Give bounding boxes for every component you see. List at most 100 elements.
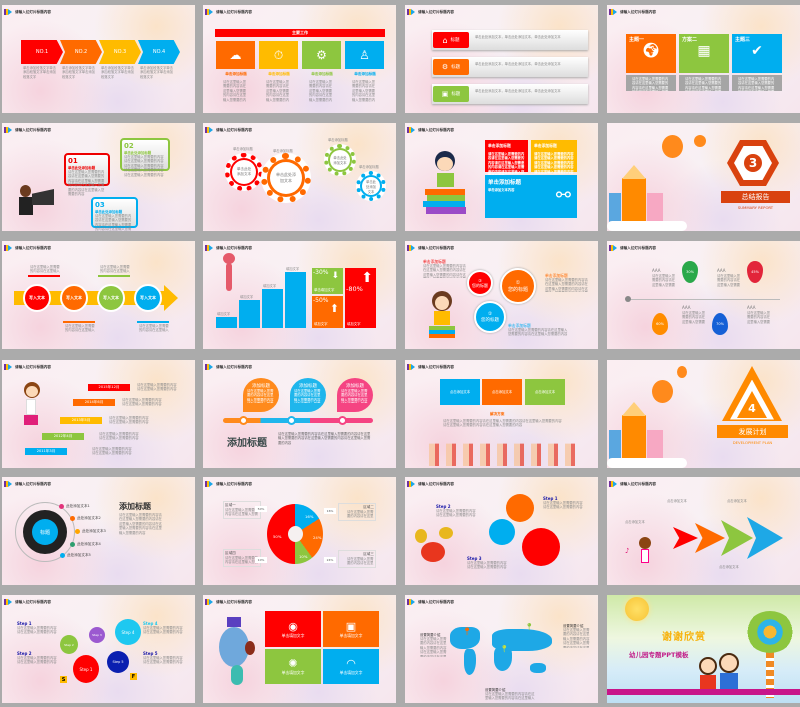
crab-illustration <box>415 527 455 572</box>
gear-green: 单击此处添加文本 <box>324 144 356 176</box>
pencil-houses-illustration <box>607 163 687 231</box>
card-text: 请在这里输入您需要的内容请在这里输入您需要的内容请在这里输入您需要的内容请在这里… <box>223 80 247 102</box>
slide-thumbnail-23[interactable]: 请输入幻灯片标题内容 📍︎ 📍︎ 📍︎ 设置简要介绍 请在这里输入您需要的内容请在… <box>405 595 598 703</box>
slice-label: 50% <box>273 534 282 539</box>
list-item: 此处添加文本1 <box>59 504 90 509</box>
header-arrow-icon <box>411 481 415 487</box>
circle-2: ② 您的标题 <box>474 301 506 333</box>
bar-1 <box>216 317 237 328</box>
slide-thumbnail-16[interactable]: 4 发展计划 DEVELOPMENT PLAN <box>607 360 800 468</box>
slide-thumbnail-17[interactable]: 请输入幻灯片标题内容 标题 此处添加文本1 此处添加文本2 此处添加文本3 此处… <box>2 477 195 585</box>
slide-header: 请输入幻灯片标题内容 <box>4 9 51 15</box>
box-orange: 点击添加文本 <box>482 379 522 405</box>
finish-marker: F <box>130 673 137 680</box>
header-arrow-icon <box>613 9 617 15</box>
step-circle-5: Step 5 <box>107 651 129 673</box>
header-arrow-icon <box>411 127 415 133</box>
tile-theme-1: 主题一 🌍︎ <box>626 34 676 73</box>
slide-thumbnail-7[interactable]: 请输入幻灯片标题内容 单击添加标题 请在这里输入您需要的内容请在这里输入您需要的内… <box>405 123 598 231</box>
slide-thumbnail-15[interactable]: 请输入幻灯片标题内容 点击添加文本 点击添加文本 点击添加文本 解决方案 请在这… <box>405 360 598 468</box>
slide-thumbnail-2[interactable]: 请输入幻灯片标题内容 主要工作 ☁ ⏱ ⚙ ♙ 单击添加标题 单击添加标题 单击… <box>203 5 396 113</box>
step-circle-1: Step 1 <box>73 655 99 683</box>
slide-thumbnail-21[interactable]: 请输入幻灯片标题内容 Step 1 Step 2 Step 3 Step 4 S… <box>2 595 195 703</box>
step-circle-2: Step 2 <box>60 635 78 654</box>
donut-hole <box>288 526 303 542</box>
slide-thumbnail-10[interactable]: 请输入幻灯片标题内容 填加文字 填加文字 填加文字 填加文字 -30% ⬇ 单击填加… <box>203 241 396 349</box>
row-label: ⚙ 标题 <box>433 59 469 75</box>
slide-thumbnail-22[interactable]: 请输入幻灯片标题内容 ◉ 单击填加文字 ▣ 单击填加文字 ✺ 单击填加文字 ◠ 单击填加… <box>203 595 396 703</box>
header-arrow-icon <box>8 481 12 487</box>
window-gear-icon: ⚙ <box>302 41 341 69</box>
outer-ring <box>15 502 75 562</box>
label-text: 请在这里输入您需要的内容请在这里输入您需要的内容请在这里输入您需要的内容请在这里… <box>423 264 466 278</box>
header-arrow-icon <box>8 9 12 15</box>
thanks-title: 谢谢欣赏 <box>662 632 706 643</box>
list-item: 此处添加文本3 <box>75 529 106 534</box>
step-arrow-3: NO.3 <box>99 40 141 64</box>
hot-air-balloon-icon <box>677 366 687 378</box>
list-item: 此处添加文本2 <box>70 516 101 521</box>
slide-thumbnail-5[interactable]: 请输入幻灯片标题内容 01 单击此处添加标题 请在这里输入您需要的内容请在这里输入您… <box>2 123 195 231</box>
gear-orange: 单击此处添加文本 <box>261 153 311 203</box>
map-label: 设置简要介绍 <box>420 633 441 637</box>
slide-thumbnail-4[interactable]: 请输入幻灯片标题内容 主题一 🌍︎ 方案二 ▦ 主题三 ✔ 请在这里输入您需要的内容请… <box>607 5 800 113</box>
header-arrow-icon <box>411 9 415 15</box>
date-2015: 2015年12月 <box>88 384 130 391</box>
map-label: 设置简要介绍 <box>485 688 506 692</box>
slide-header-title: 请输入幻灯片标题内容 <box>216 127 252 132</box>
children-holding-hands-illustration <box>425 443 580 466</box>
arrow-text: 点击添加文本 <box>667 499 687 503</box>
slide-thumbnail-14[interactable]: 请输入幻灯片标题内容 添加标题请在这里输入您需要的内容请在这里输入您需要的内容请… <box>203 360 396 468</box>
label-text: 请在这里输入您需要的内容请在这里输入您需要的内容请在这里输入您需要的内容请在这里… <box>30 265 60 274</box>
slide-thumbnail-20[interactable]: 请输入幻灯片标题内容 点击添加文本 点击添加文本 点击添加文本 点击添加文本 ♪ <box>607 477 800 585</box>
slide-thumbnail-19[interactable]: 请输入幻灯片标题内容 Step 1 请在这里输入您需要的内容请在这里输入您需要的内… <box>405 477 598 585</box>
slide-thumbnail-1[interactable]: 请输入幻灯片标题内容 NO.1 NO.2 NO.3 NO.4 单击添加段落文字单… <box>2 5 195 113</box>
main-title: 添加标题 <box>119 502 151 511</box>
slide-thumbnail-13[interactable]: 请输入幻灯片标题内容 2015年12月 2014年6月 2013年5月 2012… <box>2 360 195 468</box>
piano-boy-illustration <box>16 183 56 221</box>
tile-orange: ▣ 单击填加文字 <box>323 611 379 647</box>
label-title: 单击添加标题 <box>545 273 568 278</box>
step-text: 请在这里输入您需要的内容请在这里输入您需要的内容请在这里输入您需要的内容请在这里… <box>17 626 57 635</box>
slide-thumbnail-12[interactable]: 请输入幻灯片标题内容 30% 45% 60% 70% AAA 请在这里输入您需要的… <box>607 241 800 349</box>
drop-card-orange: 添加标题请在这里输入您需要的内容请在这里输入您需要的内容请在这里输入您需要的内容… <box>243 378 279 412</box>
bar-label: 填加文字 <box>286 267 300 271</box>
label-aaa: AAA <box>652 268 661 273</box>
date-text: 请在这里输入您需要的内容请在这里输入您需要的内容请在这里输入您需要的内容请在这里… <box>99 432 139 441</box>
slide-thumbnail-8[interactable]: 3 总结报告 SUMMARY REPORT <box>607 123 800 231</box>
header-arrow-icon <box>8 127 12 133</box>
slide-header: 请输入幻灯片标题内容 <box>407 127 454 133</box>
pencil-houses-illustration <box>607 400 687 468</box>
slide-header: 请输入幻灯片标题内容 <box>407 481 454 487</box>
tile-caption: 请在这里输入您需要的内容请在这里输入您需要的内容请在这里输入您需要的内容请在这里… <box>679 75 729 91</box>
girl-reading-illustration <box>427 291 457 341</box>
tile-yellow: 单击添加标题 请在这里输入您需要的内容请在这里输入您需要的内容请在这里输入您需要的… <box>531 140 577 174</box>
step-text: 单击添加段落文字单击添加段落文字单击添加段落文字 <box>62 66 95 79</box>
slide-header: 请输入幻灯片标题内容 <box>4 481 51 487</box>
slide-thumbnail-24[interactable]: 谢谢欣赏 幼儿园专题PPT模板 <box>607 595 800 703</box>
card-title: 单击添加标题 <box>354 72 376 76</box>
label-aaa: AAA <box>717 268 726 273</box>
slide-thumbnail-6[interactable]: 请输入幻灯片标题内容 单击此处添加文本 单击此处添加文本 单击此处添加文本 单击… <box>203 123 396 231</box>
label-aaa: AAA <box>747 305 756 310</box>
slide-header-title: 请输入幻灯片标题内容 <box>15 127 51 132</box>
map-text: 请在这里输入您需要的内容请在这里输入您需要的内容请在这里输入您需要的内容请在这里… <box>420 637 447 657</box>
label-text: 请在这里输入您需要的内容请在这里输入您需要的内容请在这里输入您需要的内容请在这里… <box>100 265 130 274</box>
slide-thumbnail-11[interactable]: 请输入幻灯片标题内容 单击添加标题 请在这里输入您需要的内容请在这里输入您需要的… <box>405 241 598 349</box>
stat-orange: -50% ⬆ 填加文字 <box>312 296 343 328</box>
map-pin-icon: 📍︎ <box>525 623 534 631</box>
step-text: 请在这里输入您需要的内容请在这里输入您需要的内容请在这里输入您需要的内容请在这里… <box>17 656 57 665</box>
timeline-line <box>628 299 780 300</box>
area-box-3: 区域三请在这里输入您需要的内容请在这里输入您需要的内容请在这里输入您需要的内容请… <box>338 550 376 568</box>
slide-header-title: 请输入幻灯片标题内容 <box>620 9 656 14</box>
tree-illustration <box>742 603 800 698</box>
slide-header-title: 请输入幻灯片标题内容 <box>15 9 51 14</box>
slide-thumbnail-18[interactable]: 请输入幻灯片标题内容 16% 24% 10% 50% 区域一 请在这里输入您需要的… <box>203 477 396 585</box>
slide-thumbnail-3[interactable]: 请输入幻灯片标题内容 ⌂ 标题 ⚙ 标题 ▣ 标题 单击此处添加文本，单击此处添加文本… <box>405 5 598 113</box>
slide-thumbnail-9[interactable]: 请输入幻灯片标题内容 写入文本 写入文本 写入文本 写入文本 请在这里输入您需要… <box>2 241 195 349</box>
map-text: 请在这里输入您需要的内容请在这里输入您需要的内容请在这里输入您需要的内容请在这里… <box>563 628 590 648</box>
paragraph: 请在这里输入您需要的内容请在这里输入您需要的内容请在这里输入您需要的内容请在这里… <box>443 419 562 428</box>
slice-label: 10% <box>299 554 308 559</box>
row-bullets: 单击此处添加文本，单击此处添加文本，单击此处添加文本 <box>475 35 561 39</box>
hot-air-balloon-icon <box>662 135 683 158</box>
